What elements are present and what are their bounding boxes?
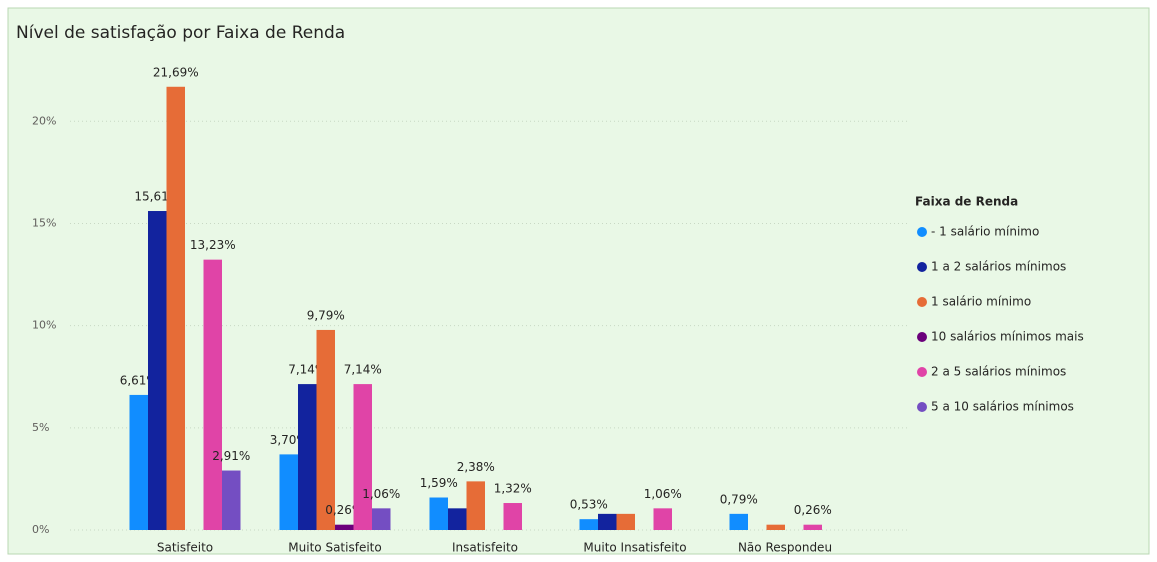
- bar: [429, 497, 448, 530]
- y-tick-label: 15%: [32, 216, 56, 229]
- bar: [353, 384, 372, 530]
- bar: [579, 519, 598, 530]
- bar: [503, 503, 522, 530]
- y-tick-label: 10%: [32, 319, 56, 332]
- data-label: 7,14%: [344, 363, 382, 377]
- legend-title: Faixa de Renda: [915, 195, 1018, 209]
- y-tick-label: 5%: [32, 421, 49, 434]
- data-label: 0,26%: [794, 503, 832, 517]
- data-label: 21,69%: [153, 65, 199, 79]
- y-tick-label: 0%: [32, 523, 49, 536]
- legend-label: - 1 salário mínimo: [931, 225, 1039, 239]
- x-tick-label: Muito Insatisfeito: [583, 541, 686, 555]
- bar: [335, 524, 354, 530]
- bar: [166, 86, 185, 530]
- bar: [372, 508, 391, 530]
- legend-label: 2 a 5 salários mínimos: [931, 365, 1066, 379]
- legend-marker: [917, 297, 927, 307]
- bar: [298, 384, 317, 530]
- legend-marker: [917, 367, 927, 377]
- data-label: 2,91%: [212, 449, 250, 463]
- bar: [279, 454, 298, 530]
- bar: [129, 394, 148, 530]
- bar: [222, 470, 241, 530]
- x-tick-label: Satisfeito: [157, 541, 213, 555]
- data-label: 1,32%: [494, 482, 532, 496]
- legend-marker: [917, 402, 927, 412]
- y-tick-label: 20%: [32, 114, 56, 127]
- data-label: 1,06%: [362, 487, 400, 501]
- bar: [616, 513, 635, 530]
- bar: [598, 513, 617, 530]
- legend-label: 1 a 2 salários mínimos: [931, 260, 1066, 274]
- data-label: 0,53%: [570, 498, 608, 512]
- bar: [148, 211, 167, 530]
- x-tick-label: Muito Satisfeito: [288, 541, 381, 555]
- data-label: 0,79%: [720, 492, 758, 506]
- bar: [466, 481, 485, 530]
- bar: [316, 329, 335, 530]
- chart-title: Nível de satisfação por Faixa de Renda: [16, 23, 345, 43]
- bar: [653, 508, 672, 530]
- data-label: 1,06%: [644, 487, 682, 501]
- legend-label: 1 salário mínimo: [931, 295, 1031, 309]
- bar: [729, 513, 748, 530]
- bar: [766, 524, 785, 530]
- legend-marker: [917, 227, 927, 237]
- legend-label: 5 a 10 salários mínimos: [931, 400, 1074, 414]
- x-tick-label: Não Respondeu: [738, 541, 832, 555]
- x-tick-label: Insatisfeito: [452, 541, 518, 555]
- legend-marker: [917, 262, 927, 272]
- chart-background: [7, 7, 1150, 555]
- legend-marker: [917, 332, 927, 342]
- data-label: 1,59%: [420, 476, 458, 490]
- bar: [803, 524, 822, 530]
- data-label: 9,79%: [307, 308, 345, 322]
- bar: [203, 259, 222, 530]
- data-label: 2,38%: [457, 460, 495, 474]
- legend-label: 10 salários mínimos mais: [931, 330, 1084, 344]
- data-label: 13,23%: [190, 238, 236, 252]
- bar: [448, 508, 467, 530]
